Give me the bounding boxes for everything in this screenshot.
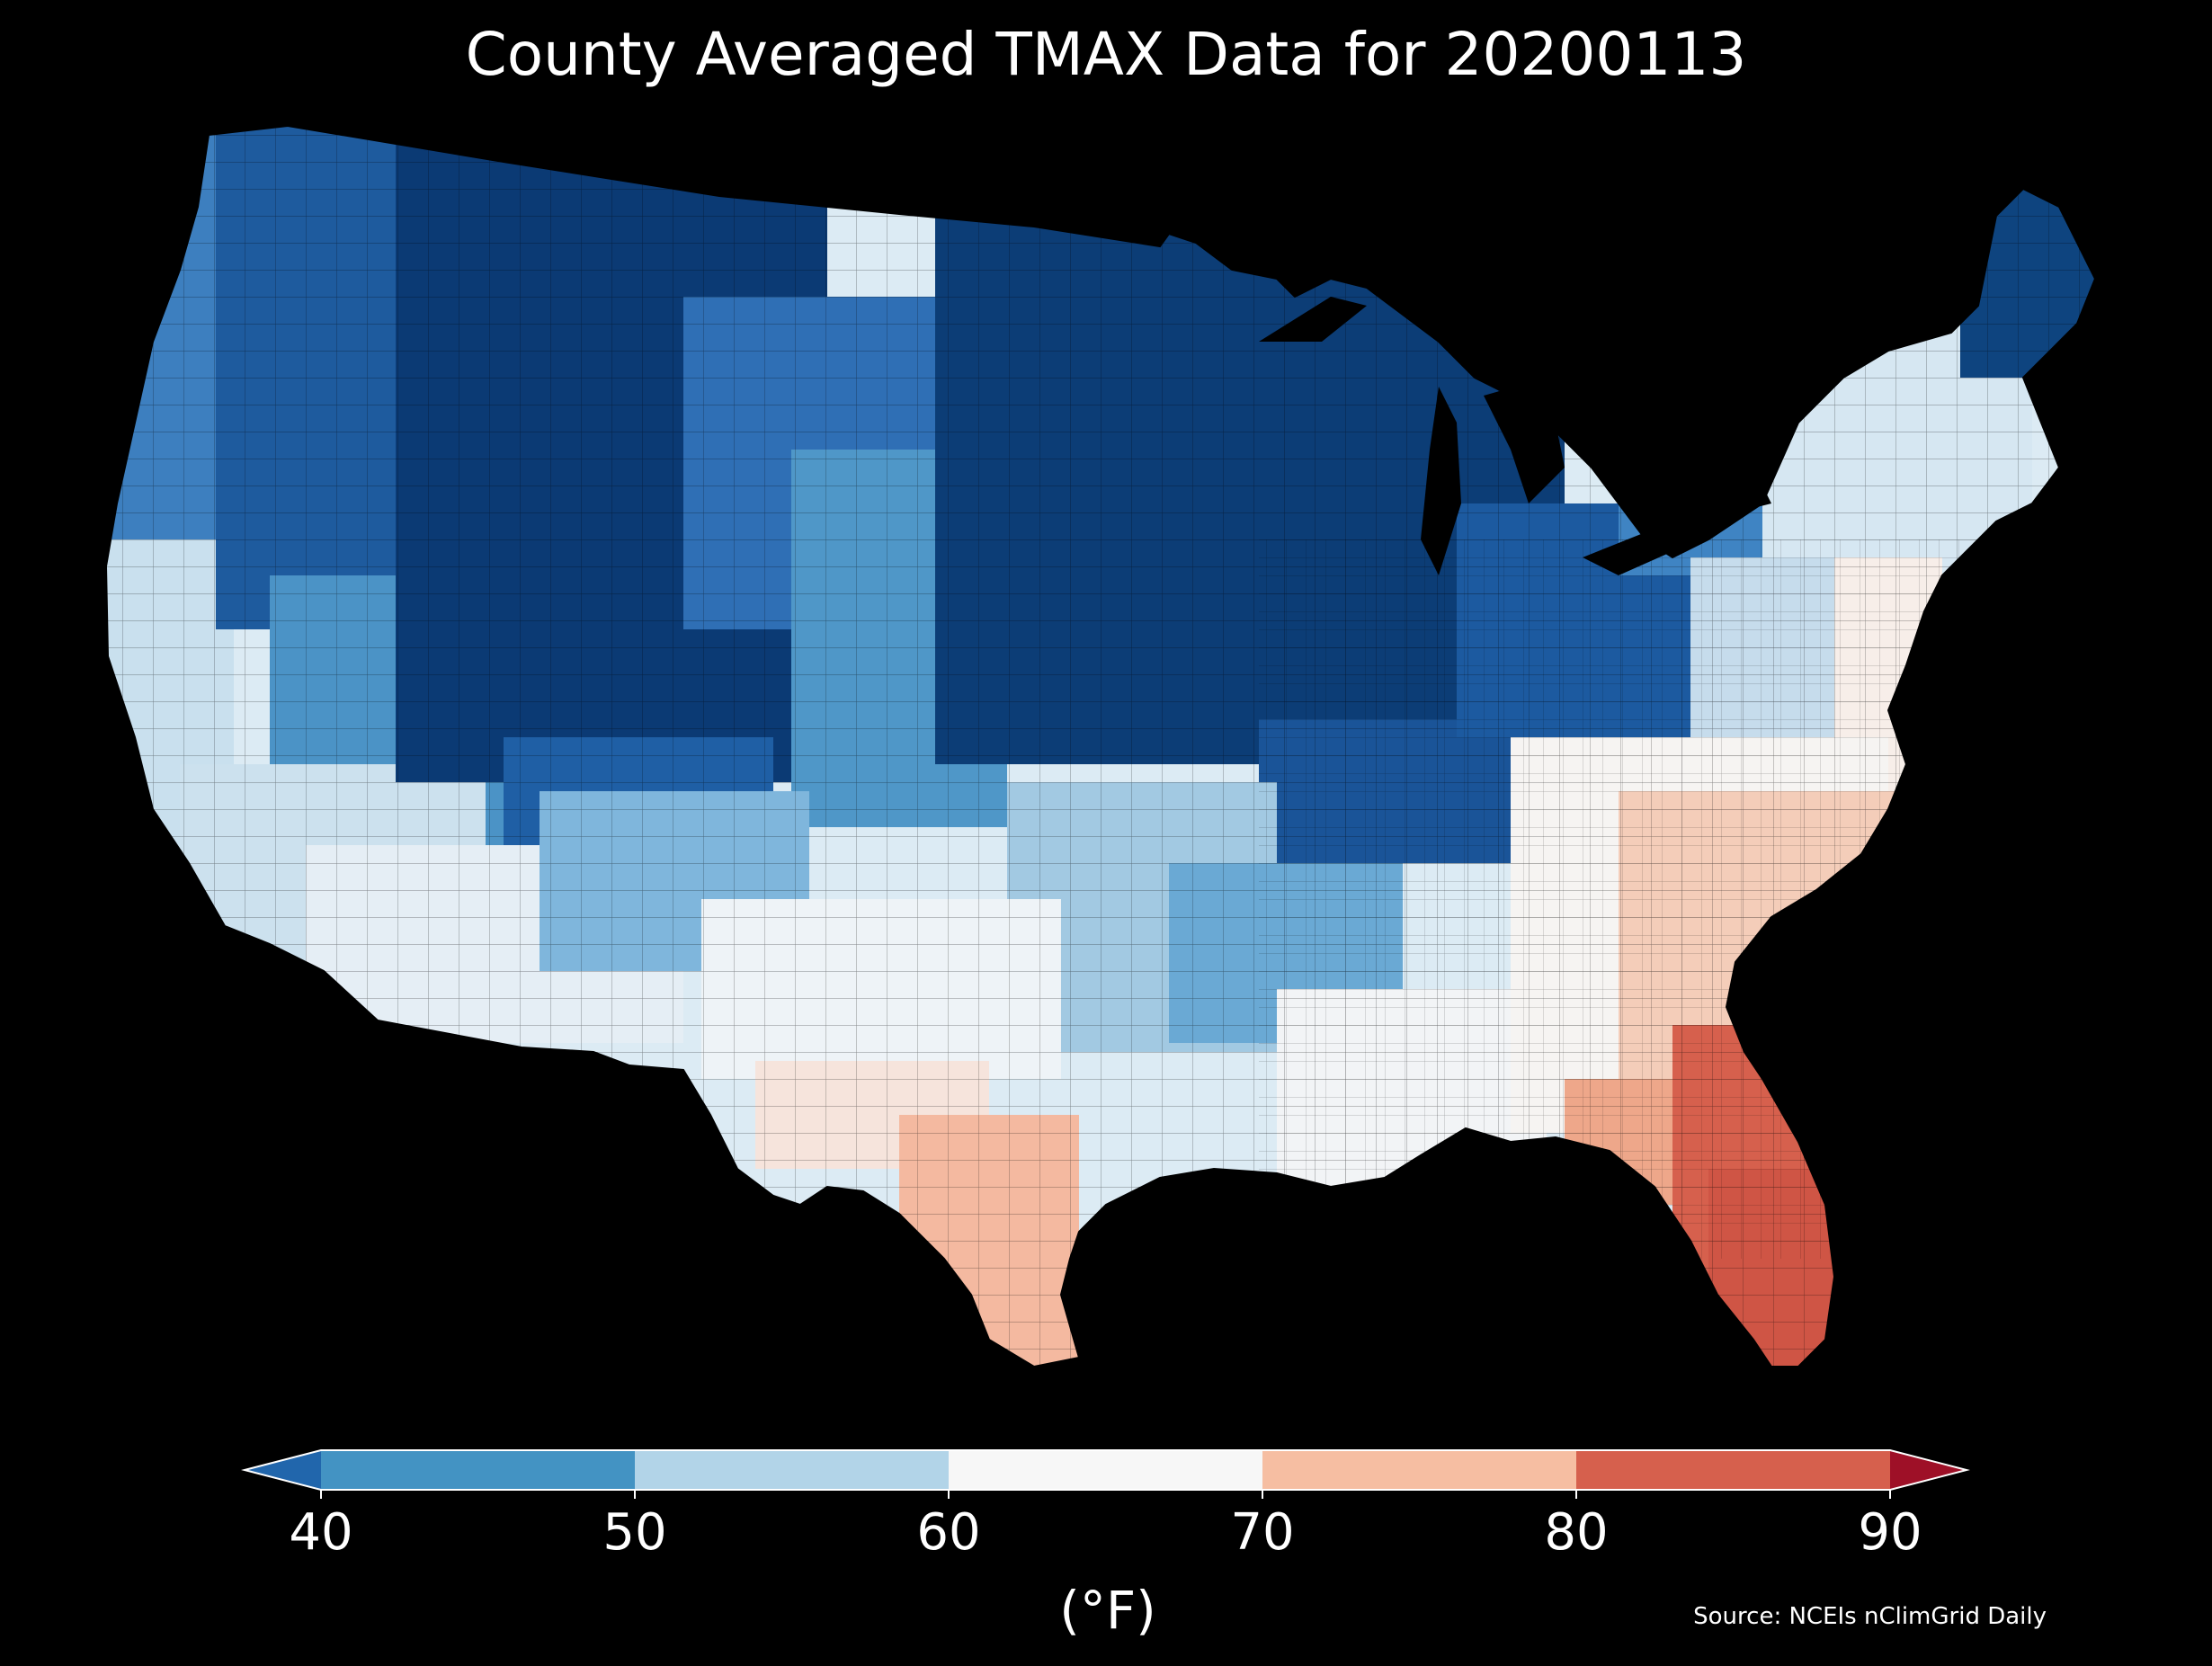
colorbar-tick-label: 40: [289, 1503, 353, 1562]
colorbar-tick-label: 80: [1544, 1503, 1609, 1562]
colorbar-extend-low: [245, 1450, 321, 1490]
colorbar-bin: [635, 1450, 949, 1490]
colorbar-bin: [321, 1450, 635, 1490]
lake-michigan: [1421, 387, 1461, 575]
lake-ontario: [1708, 486, 1771, 517]
colorbar-tick-label: 60: [916, 1503, 981, 1562]
colorbar-bin: [1262, 1450, 1576, 1490]
colorbar-extend-high: [1890, 1450, 1967, 1490]
colorbar-unit-label: (°F): [1059, 1580, 1156, 1641]
map-title: County Averaged TMAX Data for 20200113: [465, 20, 1747, 89]
source-note: Source: NCEIs nClimGrid Daily: [1693, 1603, 2047, 1630]
lake-erie: [1583, 521, 1699, 575]
colorbar-bin: [1576, 1450, 1890, 1490]
lake-superior: [1259, 297, 1367, 342]
lake-huron: [1484, 378, 1565, 503]
colorbar-tick-label: 70: [1230, 1503, 1295, 1562]
colorbar-bin: [949, 1450, 1262, 1490]
colorbar-tick-label: 90: [1858, 1503, 1922, 1562]
colorbar-tick-label: 50: [602, 1503, 667, 1562]
